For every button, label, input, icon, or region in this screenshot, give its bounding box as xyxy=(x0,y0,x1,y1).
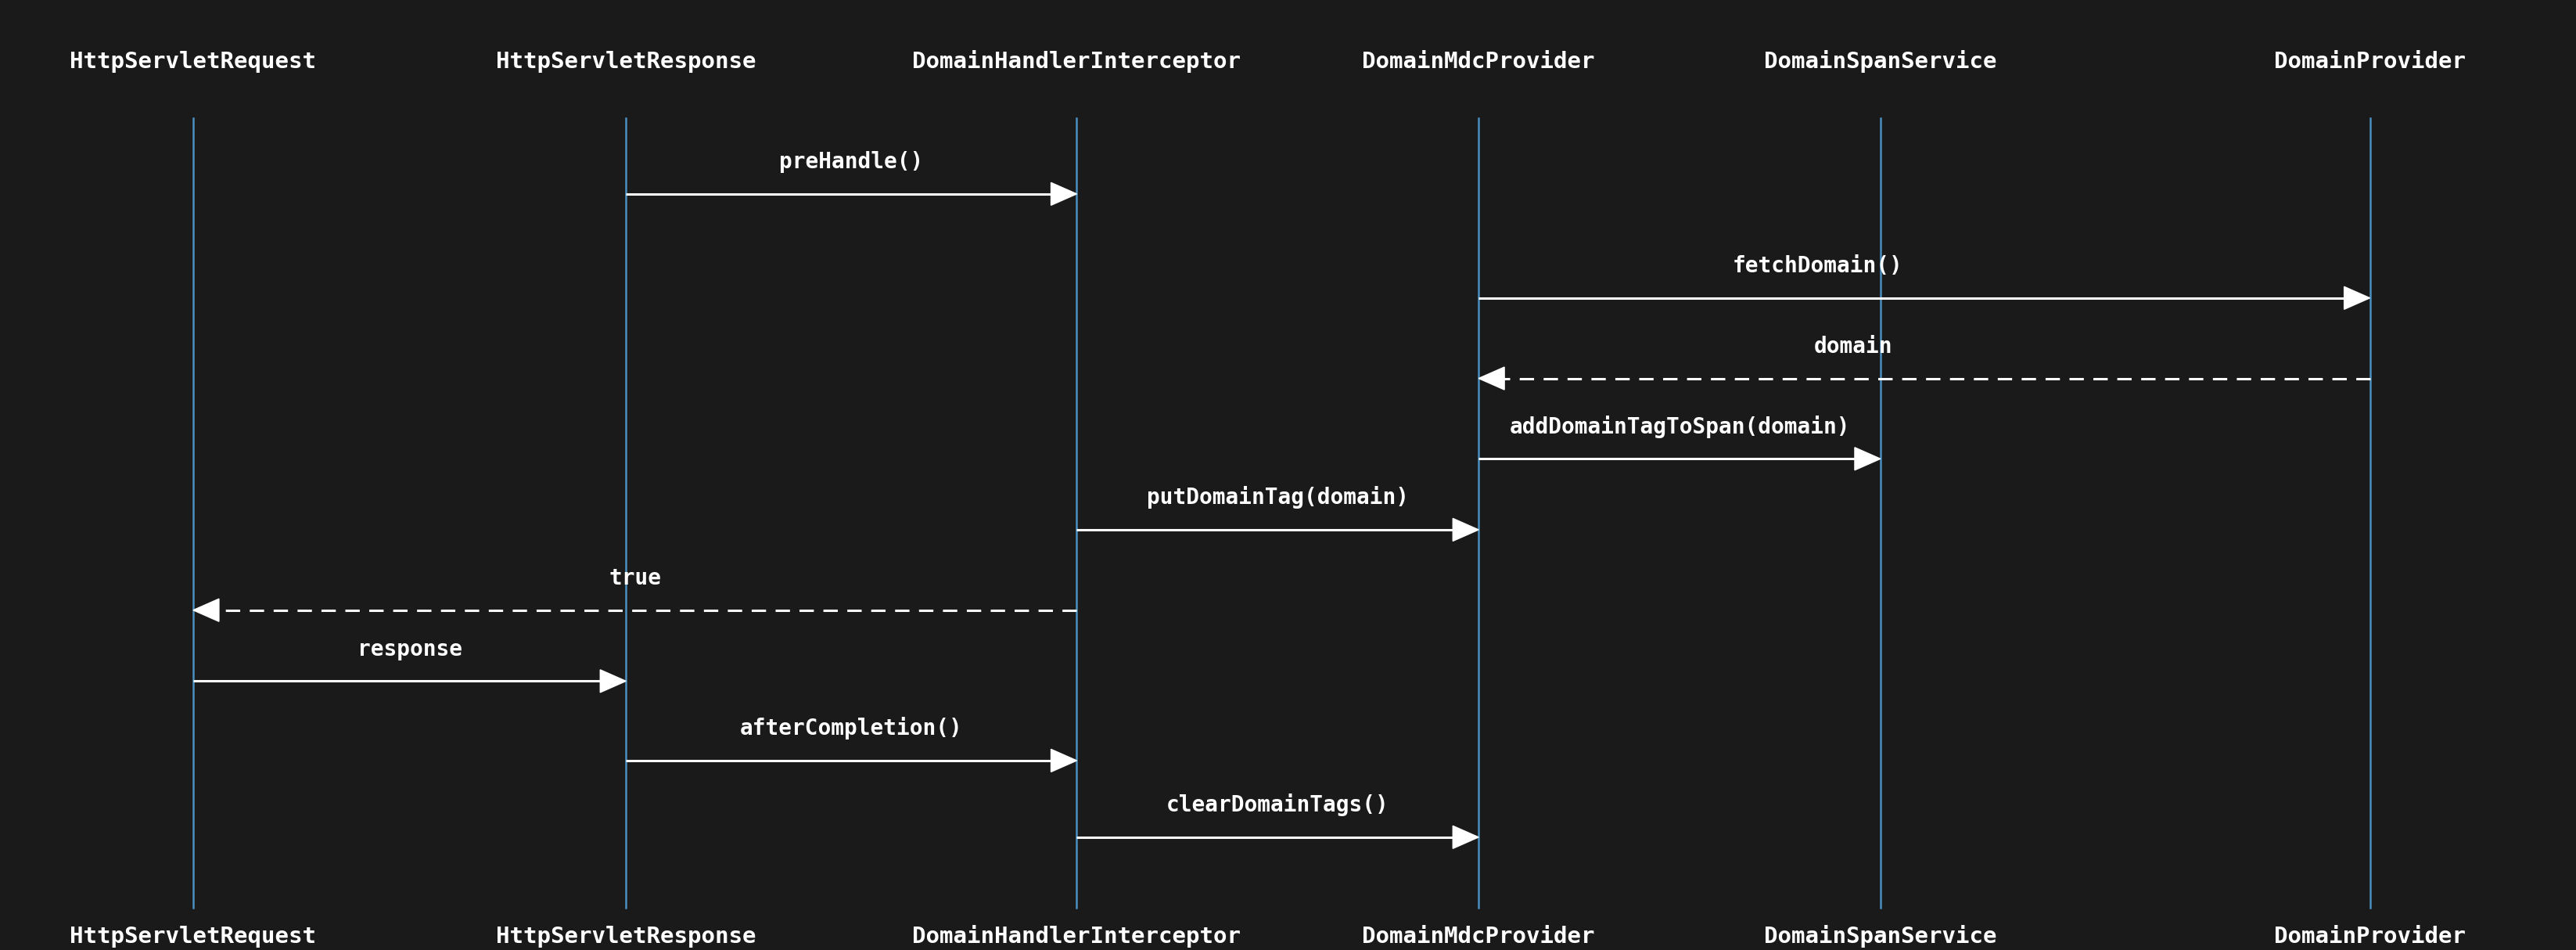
Text: afterCompletion(): afterCompletion() xyxy=(739,717,963,740)
Text: DomainMdcProvider: DomainMdcProvider xyxy=(1363,925,1595,947)
Text: addDomainTagToSpan(domain): addDomainTagToSpan(domain) xyxy=(1510,415,1850,438)
Text: DomainMdcProvider: DomainMdcProvider xyxy=(1363,50,1595,72)
Text: true: true xyxy=(608,567,662,589)
Polygon shape xyxy=(1051,750,1077,772)
Text: putDomainTag(domain): putDomainTag(domain) xyxy=(1146,486,1409,509)
Text: response: response xyxy=(358,638,461,660)
Text: DomainProvider: DomainProvider xyxy=(2275,925,2465,947)
Text: HttpServletResponse: HttpServletResponse xyxy=(497,925,755,947)
Text: domain: domain xyxy=(1814,335,1893,357)
Polygon shape xyxy=(600,670,626,693)
Polygon shape xyxy=(1051,182,1077,205)
Polygon shape xyxy=(2344,287,2370,310)
Text: DomainHandlerInterceptor: DomainHandlerInterceptor xyxy=(912,50,1242,73)
Text: HttpServletRequest: HttpServletRequest xyxy=(70,925,317,947)
Text: fetchDomain(): fetchDomain() xyxy=(1731,256,1904,277)
Polygon shape xyxy=(1855,447,1880,470)
Text: DomainSpanService: DomainSpanService xyxy=(1765,50,1996,73)
Text: DomainHandlerInterceptor: DomainHandlerInterceptor xyxy=(912,925,1242,948)
Text: DomainProvider: DomainProvider xyxy=(2275,50,2465,72)
Text: DomainSpanService: DomainSpanService xyxy=(1765,925,1996,948)
Polygon shape xyxy=(1453,519,1479,542)
Text: clearDomainTags(): clearDomainTags() xyxy=(1167,793,1388,816)
Polygon shape xyxy=(193,599,219,621)
Polygon shape xyxy=(1453,826,1479,848)
Text: HttpServletRequest: HttpServletRequest xyxy=(70,50,317,72)
Text: preHandle(): preHandle() xyxy=(781,151,922,173)
Polygon shape xyxy=(1479,367,1504,390)
Text: HttpServletResponse: HttpServletResponse xyxy=(497,50,755,72)
